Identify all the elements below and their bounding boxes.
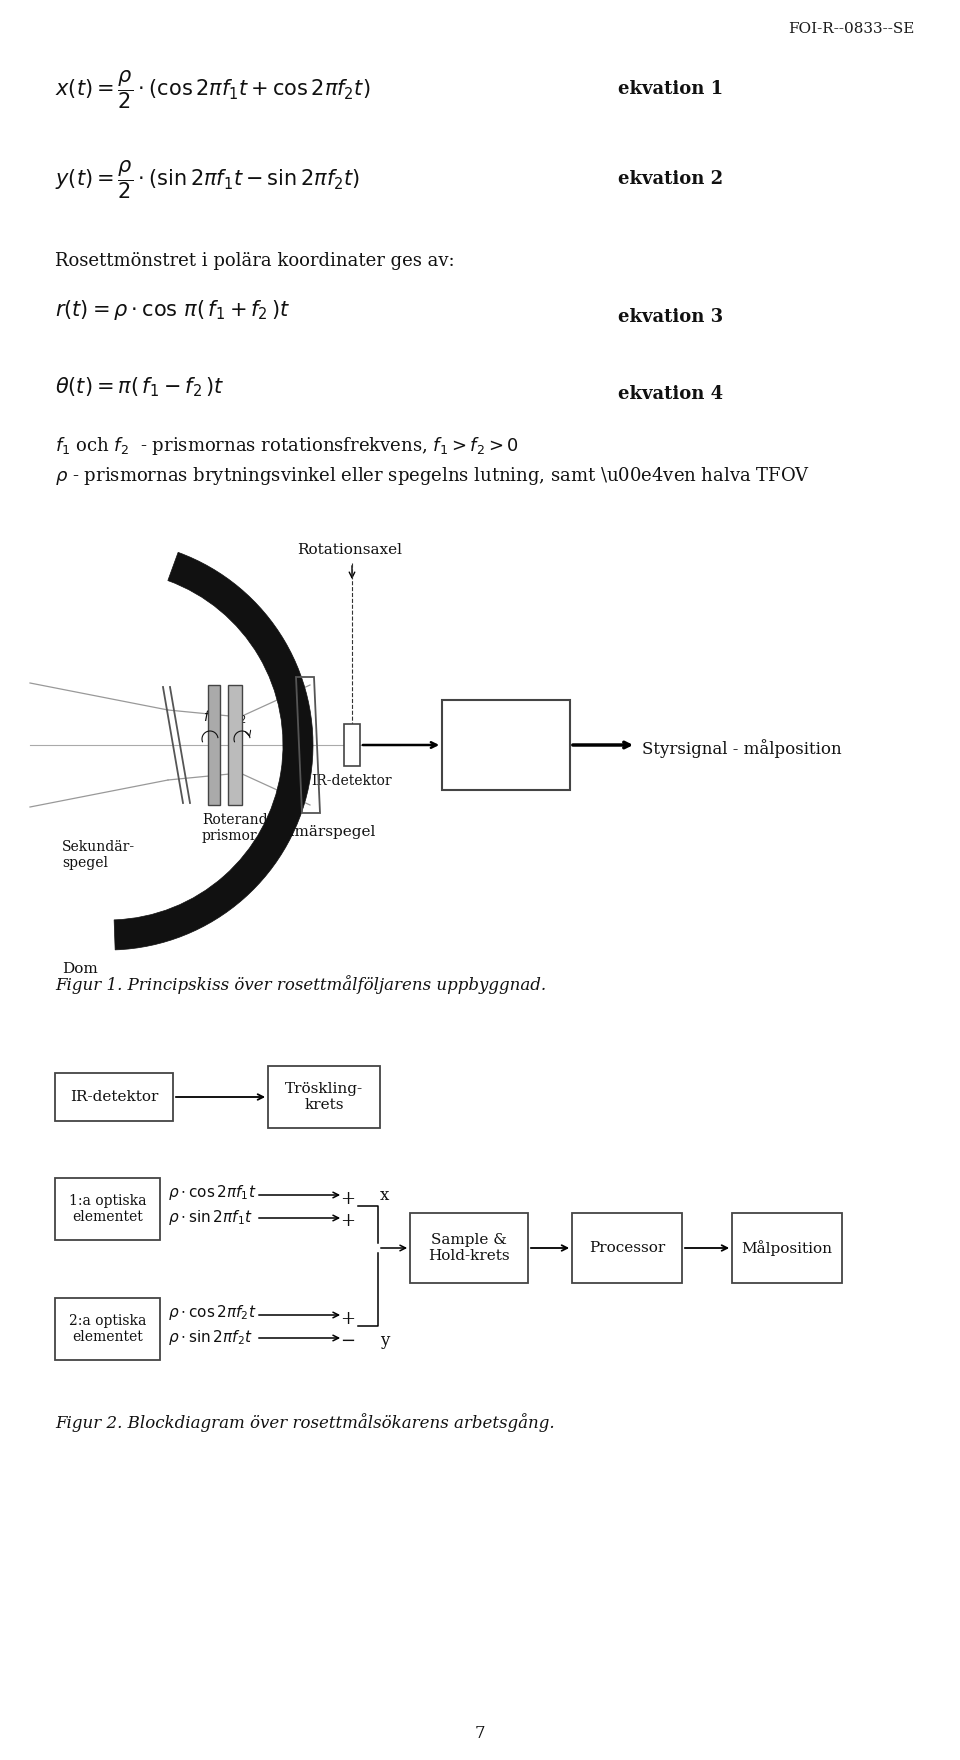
Text: $\rho \cdot \sin 2\pi f_2 t$: $\rho \cdot \sin 2\pi f_2 t$ bbox=[168, 1329, 252, 1346]
Text: x: x bbox=[380, 1186, 390, 1204]
Text: Målposition: Målposition bbox=[741, 1241, 832, 1257]
Text: Figur 1. Principskiss över rosettmålföljarens uppbyggnad.: Figur 1. Principskiss över rosettmålfölj… bbox=[55, 975, 546, 994]
Text: ekvation 1: ekvation 1 bbox=[618, 79, 723, 99]
Text: ekvation 3: ekvation 3 bbox=[618, 308, 723, 326]
Text: $f_1$ och $f_2$  - prismornas rotationsfrekvens, $f_1 > f_2 > 0$: $f_1$ och $f_2$ - prismornas rotationsfr… bbox=[55, 435, 518, 458]
Polygon shape bbox=[228, 685, 242, 804]
FancyBboxPatch shape bbox=[55, 1074, 173, 1121]
Text: 7: 7 bbox=[474, 1725, 486, 1742]
FancyBboxPatch shape bbox=[442, 700, 570, 790]
Text: Figur 2. Blockdiagram över rosettmålsökarens arbetsgång.: Figur 2. Blockdiagram över rosettmålsöka… bbox=[55, 1413, 555, 1433]
FancyBboxPatch shape bbox=[268, 1067, 380, 1128]
FancyBboxPatch shape bbox=[55, 1177, 160, 1241]
Text: 2:a optiska
elementet: 2:a optiska elementet bbox=[69, 1315, 146, 1345]
Polygon shape bbox=[208, 685, 220, 804]
Text: Sample &
Hold-krets: Sample & Hold-krets bbox=[428, 1234, 510, 1264]
Text: $\rho \cdot \cos 2\pi f_1 t$: $\rho \cdot \cos 2\pi f_1 t$ bbox=[168, 1183, 256, 1202]
Text: ekvation 4: ekvation 4 bbox=[618, 385, 723, 403]
Text: $x(t) = \dfrac{\rho}{2} \cdot (\cos 2\pi f_1 t + \cos 2\pi f_2 t)$: $x(t) = \dfrac{\rho}{2} \cdot (\cos 2\pi… bbox=[55, 69, 371, 111]
Text: $\rho \cdot \sin 2\pi f_1 t$: $\rho \cdot \sin 2\pi f_1 t$ bbox=[168, 1207, 252, 1227]
FancyBboxPatch shape bbox=[732, 1213, 842, 1283]
Text: Dom: Dom bbox=[62, 963, 98, 977]
Text: +: + bbox=[341, 1309, 355, 1329]
Text: 1:a optiska
elementet: 1:a optiska elementet bbox=[69, 1193, 146, 1225]
Text: Tröskling-
krets: Tröskling- krets bbox=[285, 1082, 363, 1112]
Text: $\theta(t) = \pi(\,f_1 - f_2\,)t$: $\theta(t) = \pi(\,f_1 - f_2\,)t$ bbox=[55, 375, 225, 398]
Text: $f_1$: $f_1$ bbox=[203, 708, 215, 725]
FancyBboxPatch shape bbox=[410, 1213, 528, 1283]
Wedge shape bbox=[114, 553, 313, 950]
Text: FOI-R--0833--SE: FOI-R--0833--SE bbox=[788, 21, 915, 35]
Text: +: + bbox=[341, 1190, 355, 1207]
Text: Styrsignal - målposition: Styrsignal - målposition bbox=[642, 739, 842, 759]
Text: Sekundär-
spegel: Sekundär- spegel bbox=[62, 840, 135, 869]
Text: $y(t) = \dfrac{\rho}{2} \cdot (\sin 2\pi f_1 t - \sin 2\pi f_2 t)$: $y(t) = \dfrac{\rho}{2} \cdot (\sin 2\pi… bbox=[55, 158, 360, 201]
Text: Rosettmönstret i polära koordinater ges av:: Rosettmönstret i polära koordinater ges … bbox=[55, 252, 455, 269]
Text: y: y bbox=[380, 1332, 390, 1348]
FancyBboxPatch shape bbox=[572, 1213, 682, 1283]
Text: IR-detektor: IR-detektor bbox=[70, 1089, 158, 1104]
Text: Roterande
prismor: Roterande prismor bbox=[202, 813, 276, 843]
Text: IR-detektor: IR-detektor bbox=[312, 774, 393, 788]
Text: $f_2$: $f_2$ bbox=[235, 708, 247, 725]
Text: Rotationsaxel: Rotationsaxel bbox=[298, 544, 402, 556]
Text: Primärspegel: Primärspegel bbox=[272, 825, 375, 840]
FancyBboxPatch shape bbox=[344, 723, 360, 766]
Text: ekvation 2: ekvation 2 bbox=[618, 171, 723, 188]
Text: Processor: Processor bbox=[588, 1241, 665, 1255]
FancyBboxPatch shape bbox=[55, 1297, 160, 1360]
Text: −: − bbox=[341, 1332, 355, 1350]
Text: Signal-
processor: Signal- processor bbox=[465, 727, 547, 764]
Text: $\rho \cdot \cos 2\pi f_2 t$: $\rho \cdot \cos 2\pi f_2 t$ bbox=[168, 1302, 256, 1322]
Text: $\rho$ - prismornas brytningsvinkel eller spegelns lutning, samt \u00e4ven halva: $\rho$ - prismornas brytningsvinkel elle… bbox=[55, 465, 810, 488]
Text: $r(t) = \rho \cdot \cos\,\pi(\,f_1 + f_2\,)t$: $r(t) = \rho \cdot \cos\,\pi(\,f_1 + f_2… bbox=[55, 297, 290, 322]
Text: +: + bbox=[341, 1213, 355, 1230]
